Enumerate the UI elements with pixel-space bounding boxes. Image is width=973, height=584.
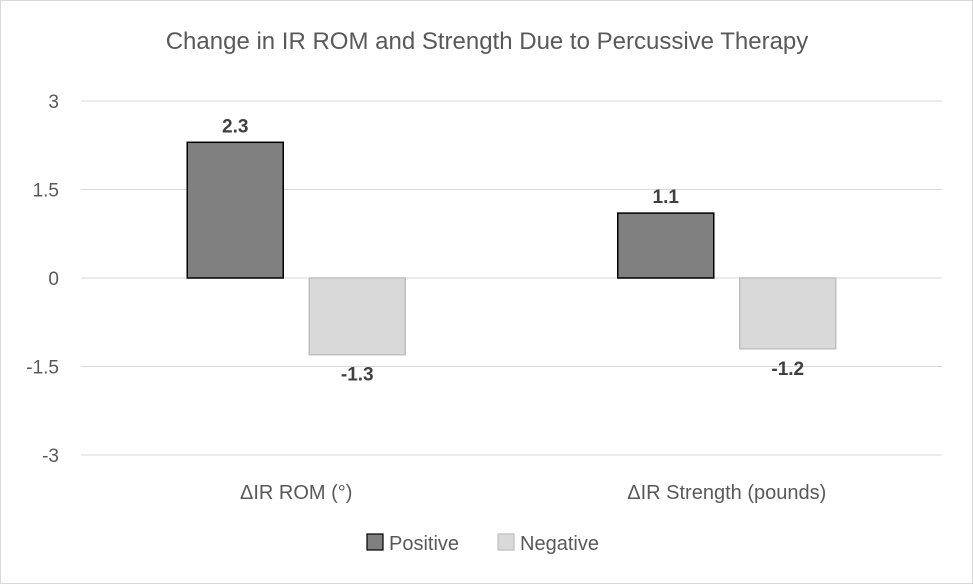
x-category-label: ΔIR Strength (pounds) [627,482,826,504]
bars [186,141,837,356]
bar-negative [739,277,837,350]
x-category-label: ΔIR ROM (°) [240,482,352,504]
x-axis-categories: ΔIR ROM (°) ΔIR Strength (pounds) [240,482,826,504]
legend-label-negative: Negative [520,533,599,555]
data-label: -1.3 [341,365,374,386]
bar-positive [186,141,284,279]
data-label: -1.2 [771,359,804,380]
y-tick-label: 0 [48,269,59,290]
bar-negative [308,277,406,356]
y-tick-label: -1.5 [26,358,59,379]
y-tick-label: 1.5 [33,181,59,202]
legend-label-positive: Positive [389,533,459,555]
y-axis-ticks: 3 1.5 0 -1.5 -3 [26,92,59,467]
bar-positive [617,212,715,279]
legend-swatch-negative [497,533,515,551]
data-label: 1.1 [653,187,680,208]
y-tick-label: 3 [48,92,59,113]
y-tick-label: -3 [42,446,59,467]
legend: Positive Negative [366,533,599,555]
legend-swatch-positive [366,533,384,551]
data-labels: 2.3 -1.3 1.1 -1.2 [222,116,804,385]
data-label: 2.3 [222,116,248,137]
chart-title: Change in IR ROM and Strength Due to Per… [166,28,809,55]
